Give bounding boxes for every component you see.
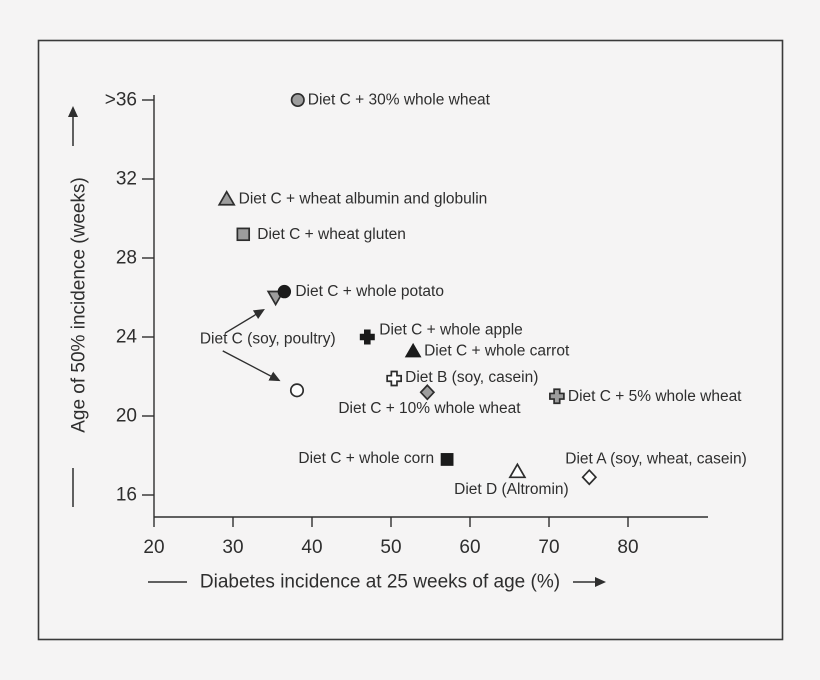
data-point-label: Diet C + 5% whole wheat	[568, 388, 742, 405]
data-point-label: Diet C + whole apple	[379, 322, 522, 339]
data-point-triangle-up	[404, 342, 422, 358]
x-tick-label: 70	[538, 537, 559, 558]
data-point-plus	[359, 329, 375, 345]
data-point-circle	[290, 92, 305, 108]
y-tick-label: 16	[116, 485, 137, 506]
x-tick-label: 50	[380, 537, 401, 558]
y-tick-label: 28	[116, 248, 137, 269]
y-tick-label: 32	[116, 169, 137, 190]
data-point-plus	[386, 370, 403, 387]
data-point-label: Diet A (soy, wheat, casein)	[565, 451, 747, 468]
figure-frame	[37, 39, 784, 641]
data-point-circle	[289, 383, 305, 398]
data-point-triangle-up	[217, 190, 236, 206]
y-tick-label: >36	[105, 90, 137, 111]
x-tick-label: 30	[222, 537, 243, 558]
data-point-diamond	[581, 468, 598, 486]
y-tick-label: 24	[116, 327, 138, 348]
data-point-label: Diet C + 30% whole wheat	[308, 92, 491, 109]
data-point-label: Diet C + whole corn	[298, 450, 434, 467]
data-point-circle	[277, 284, 292, 299]
x-tick-label: 40	[301, 537, 322, 558]
x-tick-label: 60	[459, 537, 480, 558]
data-point-square	[440, 453, 454, 466]
data-points: Diet C + 30% whole wheat Diet C + wheat a…	[200, 92, 747, 498]
x-tick-label: 80	[617, 537, 638, 558]
y-axis-title: Age of 50% incidence (weeks)	[69, 177, 90, 433]
annotation-arrow	[224, 309, 265, 334]
data-point-label: Diet C + whole carrot	[424, 342, 570, 359]
data-point-label: Diet C + whole potato	[295, 283, 444, 300]
data-point-label: Diet C + 10% whole wheat	[338, 400, 521, 417]
data-point-label: Diet C + wheat gluten	[257, 226, 406, 243]
x-axis-title: Diabetes incidence at 25 weeks of age (%…	[200, 572, 560, 593]
data-point-diamond	[419, 384, 436, 401]
data-point-square	[236, 227, 251, 242]
annotation-label: Diet C (soy, poultry)	[200, 330, 336, 347]
annotation-arrow	[222, 350, 281, 382]
data-point-triangle-up	[508, 462, 527, 479]
y-tick-label: 20	[116, 406, 137, 427]
data-point-label: Diet B (soy, casein)	[405, 369, 538, 386]
x-tick-label: 20	[143, 537, 164, 558]
axis-ticks: 20 30 40 50 60 70 80 >36 32 28 24 20 16	[105, 90, 639, 559]
data-point-label: Diet C + wheat albumin and globulin	[239, 190, 488, 207]
data-point-label: Diet D (Altromin)	[454, 481, 569, 498]
data-point-plus	[549, 388, 565, 405]
